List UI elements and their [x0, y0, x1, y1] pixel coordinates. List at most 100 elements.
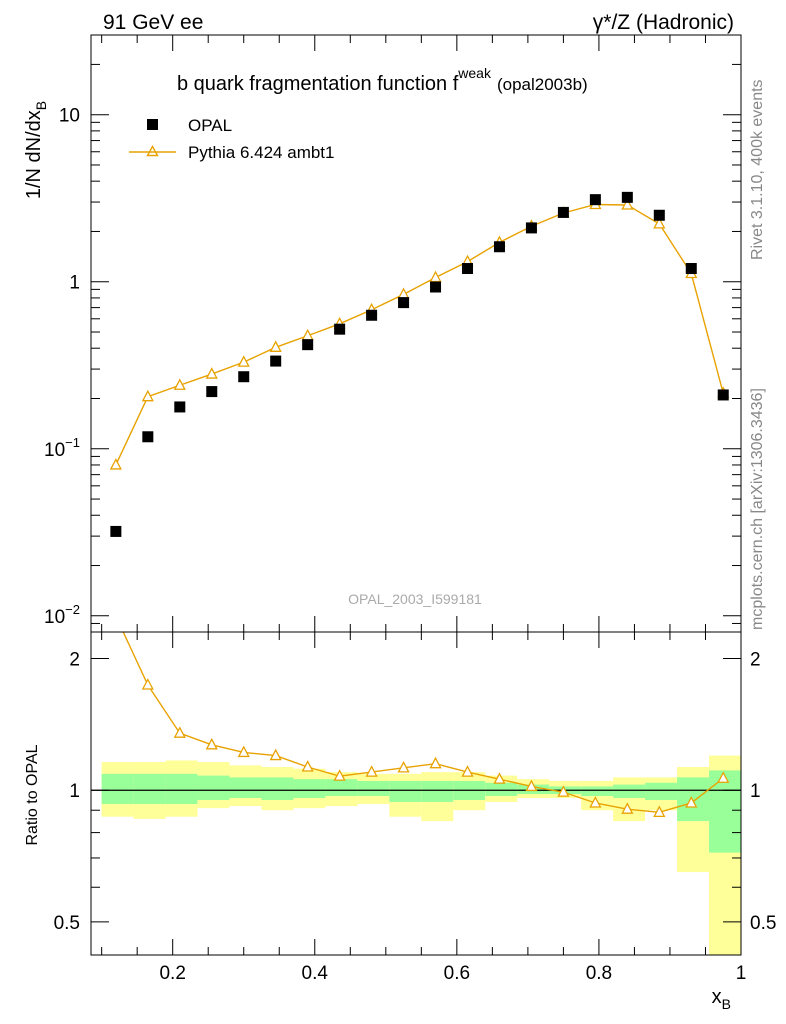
ratio-total-band [613, 777, 646, 822]
ratio-pythia-series [122, 632, 730, 818]
opal-point [206, 386, 218, 398]
ratio-stat-band [325, 779, 358, 797]
ratio-stat-band [293, 779, 326, 798]
pythia-point [621, 198, 634, 210]
opal-point [717, 389, 729, 401]
ratio-y-tick-label: 0.5 [54, 913, 80, 934]
main-title-text: b quark fragmentation function f [177, 73, 459, 95]
legend-pythia-label: Pythia 6.424 ambt1 [188, 143, 334, 162]
main-panel: 10−2 10−1 1 10 OPAL_2003_I599181 b quark fr… [23, 34, 742, 633]
ratio-stat-band [677, 777, 710, 822]
ratio-point [557, 785, 570, 797]
legend: OPAL Pythia 6.424 ambt1 [129, 116, 334, 162]
ratio-stat-band [165, 773, 198, 804]
pythia-point [397, 287, 410, 300]
pythia-point [269, 340, 282, 352]
opal-point [430, 281, 442, 293]
ratio-point [205, 737, 218, 750]
ratio-stat-band [133, 773, 166, 804]
header-right-label: γ*/Z (Hadronic) [593, 11, 734, 34]
ratio-x-axis: 0.2 0.4 0.6 0.8 1 [101, 632, 746, 984]
pythia-point [653, 216, 666, 229]
pythia-series [109, 197, 730, 470]
opal-point [174, 401, 186, 413]
pythia-point [141, 389, 154, 402]
ratio-point [237, 745, 250, 758]
ratio-stat-band [421, 780, 454, 802]
legend-pythia-marker [146, 145, 159, 157]
main-title-tag: (opal2003b) [497, 75, 588, 94]
ratio-point [397, 760, 410, 773]
opal-point [366, 309, 378, 321]
opal-point [589, 194, 601, 206]
ratio-point [653, 805, 666, 818]
x-axis-label: xB [712, 986, 731, 1012]
main-y-axis-label-sub: B [33, 101, 49, 110]
opal-point [621, 191, 633, 203]
y-tick-label: 10−1 [44, 435, 80, 461]
main-title-sup: weak [457, 65, 492, 81]
x-axis-label-text: x [712, 986, 722, 1008]
ratio-point [493, 772, 506, 784]
ratio-y-tick-label-right: 1 [750, 781, 761, 802]
main-y-axis-label: 1/N dN/dxB [23, 101, 49, 199]
opal-point [142, 431, 154, 443]
opal-point [398, 297, 410, 309]
pythia-point [173, 378, 186, 390]
pythia-point [237, 355, 250, 367]
main-title: b quark fragmentation function fweak (opa… [177, 65, 588, 95]
main-x-axis-ticks [101, 35, 742, 632]
ratio-y-tick-label-right: 0.5 [750, 913, 776, 934]
legend-opal-marker [147, 119, 158, 130]
opal-point [110, 525, 122, 537]
legend-opal-label: OPAL [188, 116, 232, 135]
ratio-point [365, 765, 378, 777]
ratio-y-tick-label: 1 [69, 781, 80, 802]
pythia-point [205, 367, 218, 379]
ratio-stat-band [485, 782, 518, 797]
ratio-point [717, 771, 730, 783]
y-tick-label: 1 [69, 273, 80, 294]
opal-point [525, 222, 537, 234]
pythia-point [109, 458, 122, 470]
ratio-line [122, 632, 724, 814]
ratio-y-tick-label: 2 [69, 650, 80, 671]
ratio-stat-band [261, 777, 294, 800]
ratio-panel-frame [90, 631, 742, 956]
main-y-axis: 10−2 10−1 1 10 [44, 34, 741, 633]
x-axis-label-sub: B [722, 996, 731, 1012]
opal-point [685, 263, 697, 275]
y-tick-label: 10 [59, 106, 80, 127]
ratio-panel: 0.5 0.5 1 1 2 2 0.2 0.4 0.6 0.8 1 Ratio to OPAL x… [24, 631, 777, 1012]
ratio-y-axis: 0.5 0.5 1 1 2 2 [54, 650, 777, 934]
main-watermark: OPAL_2003_I599181 [348, 591, 482, 607]
opal-point [653, 209, 665, 221]
ratio-uncertainty-bands [101, 755, 741, 955]
ratio-point [429, 756, 442, 769]
y-tick-label: 10−2 [44, 602, 80, 628]
ratio-stat-band [389, 780, 422, 802]
opal-point [270, 355, 282, 367]
ratio-point [141, 678, 154, 690]
ratio-stat-band [229, 777, 262, 798]
pythia-line [115, 203, 724, 466]
main-y-axis-label-text: 1/N dN/dx [23, 110, 45, 199]
x-tick-label: 0.8 [586, 963, 612, 984]
x-tick-label: 0.4 [302, 963, 329, 984]
opal-point [334, 323, 346, 335]
ratio-y-axis-label: Ratio to OPAL [24, 744, 41, 845]
ratio-stat-band [709, 770, 741, 853]
x-tick-label: 0.6 [444, 963, 470, 984]
opal-point [302, 339, 314, 351]
ratio-stat-band [101, 773, 134, 804]
ratio-stat-band [645, 782, 678, 800]
opal-point [238, 371, 250, 383]
ratio-point [333, 769, 346, 781]
pythia-point [429, 270, 442, 283]
ratio-point [173, 726, 186, 738]
ratio-stat-band [613, 784, 646, 798]
ratio-point [589, 796, 602, 808]
x-tick-label: 0.2 [159, 963, 185, 984]
